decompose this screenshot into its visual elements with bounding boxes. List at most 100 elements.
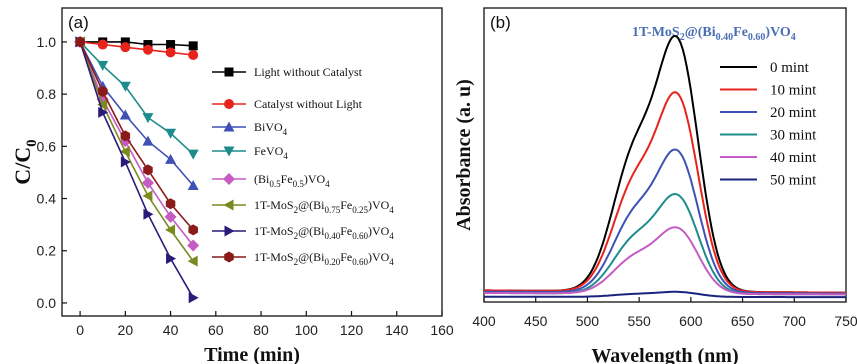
data-point [143, 40, 153, 50]
data-point [166, 253, 177, 265]
panel-a-ytick-label: 0.2 [37, 243, 57, 259]
legend-item-catalyst-without-light: Catalyst without Light [212, 97, 363, 111]
panel-b-xtick-label: 400 [472, 313, 496, 329]
legend-item-light-without-catalyst: Light without Catalyst [212, 65, 363, 79]
panel-a: (a) 0 20 40 60 80 100 120 140 160 0.0 0.2 0.4 0.6 0.8… [10, 7, 454, 364]
panel-a-xtick-label: 120 [340, 322, 364, 338]
data-point [187, 255, 198, 267]
data-point [142, 135, 154, 146]
panel-b-frame [483, 7, 847, 303]
data-point [188, 292, 199, 304]
data-point [97, 60, 109, 71]
legend-swatch-marker [224, 225, 235, 237]
panel-a-frame [61, 7, 443, 317]
data-point [143, 164, 153, 176]
legend-swatch-marker [224, 99, 234, 109]
data-point [143, 208, 154, 220]
panel-a-ticks: 0 20 40 60 80 100 120 140 160 0.0 0.2 0.4 0.6 0.8 1.0 [37, 34, 454, 338]
panel-a-xtick-label: 20 [118, 322, 134, 338]
panel-b-xtick-label: 650 [731, 313, 755, 329]
legend-swatch-marker [223, 173, 235, 185]
data-point [187, 239, 200, 252]
legend-swatch-marker [223, 146, 235, 157]
legend-label: 20 mint [770, 105, 817, 121]
legend-label: Light without Catalyst [254, 65, 363, 79]
legend-item-30-mint: 30 mint [720, 128, 817, 144]
series-line [79, 41, 194, 231]
data-point [142, 190, 153, 202]
legend-label: 1T-MoS2@(Bi0.75Fe0.25)VO4 [254, 198, 394, 215]
panel-a-ytick-label: 0.8 [37, 86, 57, 102]
data-point [119, 146, 130, 158]
legend-item-1t-mos2-bi0-20fe0-60-vo4: 1T-MoS2@(Bi0.20Fe0.60)VO4 [212, 250, 394, 267]
legend-item-bivo4: BiVO4 [212, 120, 288, 137]
data-point [141, 176, 154, 189]
data-point [97, 86, 108, 98]
legend-label: 1T-MoS2@(Bi0.40Fe0.60)VO4 [254, 224, 394, 241]
panel-a-xtick-label: 80 [253, 322, 269, 338]
legend-swatch-marker [223, 199, 234, 211]
data-point [164, 210, 177, 223]
series-1t-mos2-bi0-20fe0-60-vo4 [75, 36, 198, 236]
legend-item-50-mint: 50 mint [720, 173, 817, 189]
series-10-mint [484, 91, 846, 294]
panel-a-legend: Light without Catalyst Catalyst without L… [212, 65, 394, 267]
data-point [97, 39, 108, 50]
legend-item-10-mint: 10 mint [720, 83, 817, 99]
data-point [165, 128, 177, 139]
panel-a-ytick-label: 0.0 [37, 295, 57, 311]
panel-b-ylabel: Absorbance (a. u) [453, 79, 475, 231]
legend-item-1t-mos2-bi0-40fe0-60-vo4: 1T-MoS2@(Bi0.40Fe0.60)VO4 [212, 224, 394, 241]
panel-b-xtick-label: 600 [679, 313, 703, 329]
legend-label: 40 mint [770, 150, 817, 166]
panel-b-legend: 0 mint 10 mint 20 mint 30 mint 40 mint 50 min… [720, 60, 817, 189]
legend-item-1t-mos2-bi0-75fe0-25-vo4: 1T-MoS2@(Bi0.75Fe0.25)VO4 [212, 198, 394, 215]
panel-a-xtick-label: 60 [208, 322, 224, 338]
data-point [165, 47, 176, 58]
data-point [97, 99, 108, 111]
series-catalyst-without-light [75, 36, 199, 60]
legend-label: (Bi0.5Fe0.5)VO4 [254, 172, 330, 189]
panel-b-xtick-label: 450 [524, 313, 548, 329]
data-point [120, 37, 130, 47]
panel-b-title: 1T-MoS2@(Bi0.40Fe0.60)VO4 [632, 25, 796, 43]
panel-a-ytick-label: 0.6 [37, 138, 57, 154]
series-line [79, 41, 194, 155]
panel-a-xtick-label: 140 [385, 322, 409, 338]
legend-label: 50 mint [770, 173, 817, 189]
data-point [165, 198, 176, 210]
legend-item-20-mint: 20 mint [720, 105, 817, 121]
panel-b-xlabel: Wavelength (nm) [591, 345, 738, 364]
legend-swatch-marker [223, 121, 235, 132]
data-point [98, 106, 109, 118]
data-point [188, 49, 199, 60]
series-20-mint [484, 148, 846, 295]
panel-a-xtick-label: 100 [295, 322, 319, 338]
legend-label: BiVO4 [254, 120, 288, 137]
legend-swatch-marker [224, 251, 234, 263]
data-point [165, 224, 176, 236]
legend-item-fevo4: FeVO4 [212, 144, 288, 161]
panel-b-xtick-label: 500 [576, 313, 600, 329]
panel-b-xtick-label: 700 [783, 313, 807, 329]
data-point [119, 109, 131, 120]
legend-item-0-mint: 0 mint [720, 60, 810, 76]
panel-a-series [74, 35, 200, 304]
series-30-mint [484, 192, 847, 296]
series-line [79, 41, 194, 299]
series-fevo4 [74, 37, 199, 160]
panel-b-xtick-label: 550 [627, 313, 651, 329]
data-point [142, 44, 153, 55]
legend-item-bi0-5fe0-5-vo4: (Bi0.5Fe0.5)VO4 [212, 172, 330, 189]
data-point [120, 156, 131, 168]
legend-label: FeVO4 [254, 144, 288, 161]
series-1t-mos2-bi0-40fe0-60-vo4 [75, 36, 199, 304]
data-point [165, 153, 177, 164]
series-40-mint [484, 226, 847, 296]
data-point [187, 149, 199, 160]
legend-label: 0 mint [770, 60, 810, 76]
data-point [120, 130, 131, 142]
data-point [120, 42, 131, 53]
series-bivo4 [74, 36, 199, 190]
